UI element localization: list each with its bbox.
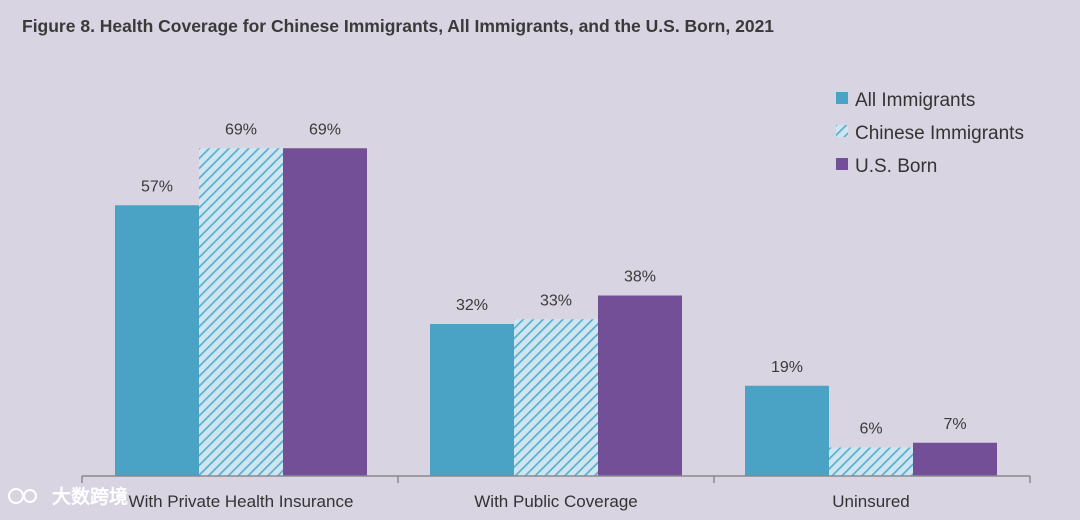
value-label-us-born-private-insurance: 69% (309, 121, 341, 138)
bar-all-immigrants-uninsured (745, 385, 829, 476)
category-label-private-insurance: With Private Health Insurance (129, 492, 354, 511)
chart-title: Figure 8. Health Coverage for Chinese Im… (22, 16, 774, 36)
category-labels: With Private Health Insurance With Public… (129, 492, 910, 511)
watermark-text: 大数跨境 (52, 485, 128, 508)
value-label-chinese-immigrants-private-insurance: 69% (225, 121, 257, 138)
value-label-chinese-immigrants-uninsured: 6% (859, 421, 882, 438)
x-axis-ticks (81, 476, 1031, 483)
bar-chinese-immigrants-public-coverage (514, 319, 598, 476)
value-label-all-immigrants-uninsured: 19% (771, 359, 803, 376)
legend-label-all-immigrants: All Immigrants (855, 90, 975, 111)
legend-label-us-born: U.S. Born (855, 156, 937, 177)
bar-us-born-public-coverage (598, 295, 682, 476)
legend-label-chinese-immigrants: Chinese Immigrants (855, 123, 1024, 144)
bar-us-born-private-insurance (283, 148, 367, 476)
bar-chinese-immigrants-uninsured (829, 447, 913, 476)
value-label-us-born-public-coverage: 38% (624, 269, 656, 286)
value-label-us-born-uninsured: 7% (943, 416, 966, 433)
legend-swatch-us-born (836, 158, 848, 170)
value-label-chinese-immigrants-public-coverage: 33% (540, 292, 572, 309)
watermark: 大数跨境 (8, 485, 128, 508)
watermark-logo-dot-icon (23, 489, 37, 503)
bar-us-born-uninsured (913, 442, 997, 476)
category-label-public-coverage: With Public Coverage (474, 492, 637, 511)
bar-all-immigrants-private-insurance (115, 205, 199, 476)
value-label-all-immigrants-public-coverage: 32% (456, 297, 488, 314)
value-labels-group: 57% 69% 69% 32% 33% 38% 19% 6% 7% (141, 121, 967, 437)
bar-chinese-immigrants-private-insurance (199, 148, 283, 476)
value-label-all-immigrants-private-insurance: 57% (141, 178, 173, 195)
legend-swatch-all-immigrants (836, 92, 848, 104)
watermark-logo-icon (8, 488, 24, 504)
legend: All Immigrants Chinese Immigrants U.S. B… (836, 90, 1024, 177)
category-label-uninsured: Uninsured (832, 492, 910, 511)
bar-all-immigrants-public-coverage (430, 324, 514, 476)
legend-swatch-chinese-immigrants (836, 125, 848, 137)
bars-group (115, 148, 997, 476)
